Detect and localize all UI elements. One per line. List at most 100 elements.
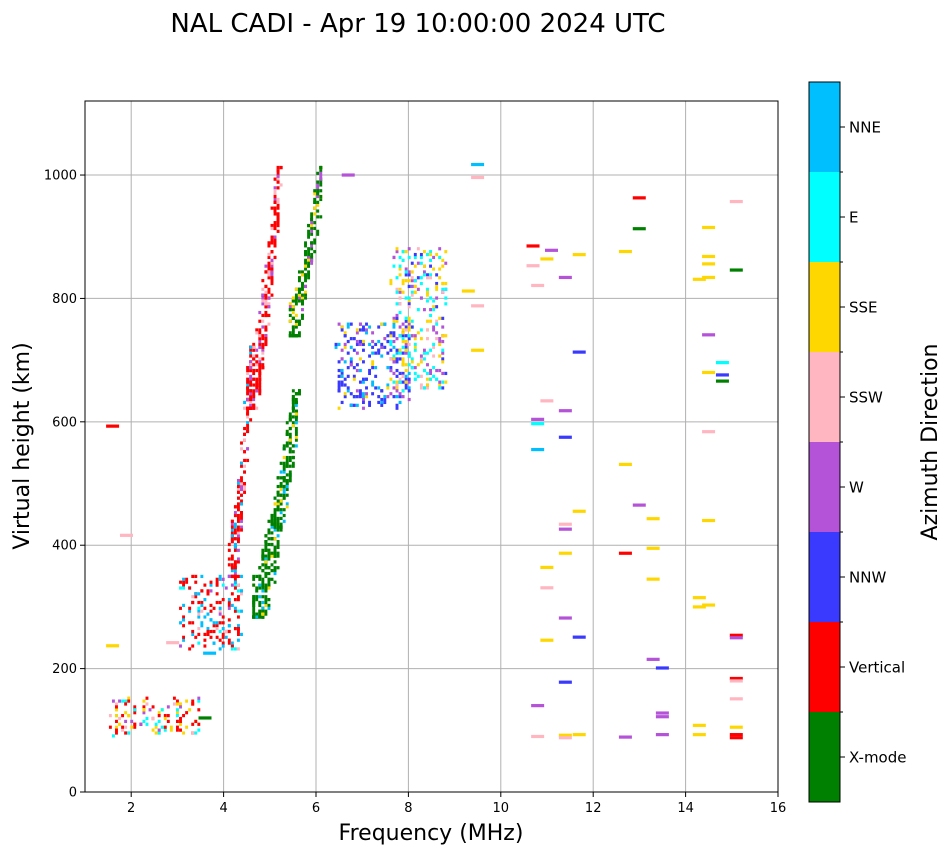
echo-point [426, 252, 429, 257]
colorbar-segment [809, 532, 840, 622]
colorbar-tick-label: SSW [849, 389, 883, 407]
echo-point [227, 641, 231, 645]
echo-point [273, 548, 277, 552]
echo-point [407, 305, 411, 309]
echo-point [297, 331, 301, 335]
echo-point [233, 574, 237, 579]
echo-point [297, 319, 301, 323]
echo-point [221, 641, 225, 645]
echo-point [215, 577, 219, 581]
echo-point [383, 322, 387, 326]
echo-point [362, 360, 365, 364]
echo-point [240, 513, 243, 518]
echo-point [310, 241, 314, 245]
echo-point [316, 189, 320, 193]
echo-point [471, 175, 485, 180]
echo-point [267, 551, 271, 555]
echo-point [285, 487, 289, 492]
echo-point [285, 473, 289, 477]
echo-point [233, 577, 237, 581]
echo-point [389, 366, 393, 370]
echo-point [435, 296, 439, 300]
echo-point [316, 194, 320, 199]
echo-point [264, 540, 268, 544]
echo-point [246, 397, 250, 402]
echo-point [270, 206, 274, 210]
echo-point [389, 279, 393, 283]
echo-point [410, 276, 414, 280]
echo-point [419, 374, 423, 378]
echo-point [362, 377, 365, 381]
echo-point [236, 589, 240, 593]
echo-point [365, 331, 368, 335]
echo-point [301, 299, 304, 303]
echo-point [273, 551, 277, 555]
echo-point [540, 399, 554, 403]
echo-point [127, 699, 131, 703]
echo-point [419, 386, 423, 390]
echo-point [294, 302, 298, 306]
echo-point [432, 325, 436, 329]
echo-point [398, 334, 402, 338]
echo-point [218, 612, 222, 616]
echo-point [203, 644, 207, 648]
echo-point [267, 264, 271, 268]
echo-point [702, 430, 716, 434]
echo-point [392, 354, 396, 358]
echo-point [279, 502, 283, 506]
echo-point [273, 255, 277, 260]
echo-point [646, 657, 660, 661]
x-tick-label: 14 [677, 801, 694, 816]
echo-point [358, 368, 362, 373]
echo-point [261, 279, 265, 283]
echo-point [404, 386, 408, 390]
echo-point [240, 502, 243, 506]
echo-point [340, 328, 344, 332]
echo-point [343, 345, 347, 349]
echo-point [233, 563, 237, 567]
echo-point [368, 400, 372, 405]
echo-point [540, 257, 554, 261]
echo-point [258, 328, 262, 332]
echo-point [133, 722, 137, 726]
echo-point [304, 252, 307, 257]
echo-point [264, 325, 268, 329]
echo-point [221, 644, 225, 648]
echo-point [401, 339, 405, 344]
echo-point [233, 522, 237, 526]
echo-point [294, 421, 298, 425]
echo-point [240, 487, 243, 492]
echo-point [558, 435, 572, 439]
echo-point [236, 534, 240, 538]
echo-point [374, 351, 378, 355]
echo-point [401, 334, 405, 338]
echo-point [288, 435, 292, 439]
echo-point [404, 351, 408, 355]
echo-point [273, 186, 277, 190]
echo-point [374, 374, 378, 378]
echo-point [429, 308, 432, 312]
echo-point [444, 296, 448, 300]
echo-point [395, 250, 399, 254]
echo-point [392, 319, 396, 323]
echo-point [276, 502, 280, 506]
echo-point [301, 313, 304, 318]
y-tick-label: 600 [52, 415, 77, 430]
echo-point [233, 598, 237, 602]
echo-point [441, 360, 445, 364]
echo-point [188, 609, 192, 613]
echo-point [197, 632, 201, 637]
echo-point [236, 528, 240, 532]
colorbar-label: Azimuth Direction [918, 343, 943, 540]
echo-point [276, 540, 280, 544]
echo-point [197, 722, 201, 726]
echo-point [267, 519, 271, 523]
cluster [288, 165, 323, 338]
echo-point [267, 270, 271, 274]
echo-point [270, 551, 274, 555]
echo-point [297, 293, 301, 297]
echo-point [294, 392, 298, 396]
echo-point [243, 487, 246, 492]
echo-point [191, 629, 195, 634]
